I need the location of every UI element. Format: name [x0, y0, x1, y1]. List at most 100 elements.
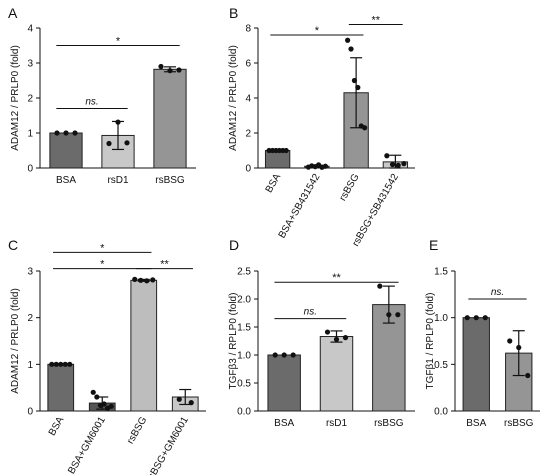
panel-letter: E	[429, 237, 438, 253]
data-point	[124, 140, 130, 146]
data-point	[362, 125, 368, 131]
bar-rsbsg	[130, 279, 158, 412]
y-axis-label: TGFβ1 / RPLP0 (fold)	[425, 293, 436, 390]
x-category-label: BSA+SB431542	[277, 172, 323, 241]
x-category-label: rsBSG+GM6001	[144, 415, 191, 475]
panel-A: A ADAM12 / PRLP0 (fold) 0 1 2 3 4 BSA rsD1 rsBSG *…	[8, 5, 196, 186]
x-category-label: BSA	[466, 418, 486, 429]
data-point	[188, 400, 194, 406]
y-tick-label: 4	[245, 94, 251, 105]
y-tick-label: 2.0	[237, 295, 251, 306]
data-point	[281, 352, 287, 358]
y-tick-label: 1	[27, 129, 33, 140]
data-point	[176, 396, 182, 402]
data-point	[167, 68, 173, 74]
y-tick-label: 0	[27, 407, 33, 418]
x-category-label: rsBSG	[125, 415, 149, 446]
y-axis-label: TGFβ3 / RPLP0 (fold)	[228, 293, 239, 390]
significance-label: **	[160, 259, 169, 271]
data-point	[395, 162, 401, 168]
x-category-label: rsBSG	[337, 172, 361, 203]
y-tick-label: 0	[27, 164, 33, 175]
data-point	[464, 315, 470, 321]
data-point	[62, 361, 68, 367]
bar-bsa	[462, 317, 490, 412]
x-category-label: rsBSG	[504, 418, 534, 429]
data-point	[507, 338, 513, 344]
x-category-label: BSA	[274, 418, 294, 429]
significance-label: **	[371, 15, 380, 27]
data-point	[158, 63, 164, 70]
data-point	[108, 403, 114, 409]
data-point	[355, 84, 361, 91]
data-point	[386, 312, 392, 318]
data-point	[322, 163, 328, 169]
y-tick-label: 0.0	[237, 407, 251, 418]
data-point	[150, 277, 156, 283]
data-point	[525, 372, 531, 379]
panel-letter: A	[8, 5, 18, 21]
panel-letter: B	[229, 5, 238, 21]
y-tick-label: 2	[245, 129, 251, 140]
data-point	[49, 361, 55, 367]
y-tick-label: 1.0	[237, 351, 251, 362]
y-tick-label: 0.0	[434, 407, 448, 418]
panel-D: D TGFβ3 / RPLP0 (fold) 0.0 0.5 1.0 1.5 2.0 2.5 B…	[228, 237, 415, 429]
data-point	[138, 277, 144, 283]
y-tick-label: 6	[245, 59, 251, 70]
data-point	[377, 283, 383, 289]
y-axis-label: ADAM12 / PRLP0 (fold)	[10, 45, 21, 151]
data-point	[53, 361, 59, 367]
data-point	[473, 315, 479, 321]
significance-label: ns.	[85, 97, 98, 108]
x-category-label: rsD1	[326, 418, 348, 429]
x-category-label: rsD1	[107, 175, 129, 186]
data-point	[283, 147, 289, 154]
panel-E: E TGFβ1 / RPLP0 (fold) 0.0 0.5 1.0 1.5 BSA rsBS…	[425, 237, 540, 429]
y-tick-label: 3	[27, 59, 33, 70]
significance-label: **	[332, 272, 341, 284]
significance-label: ns.	[491, 287, 504, 298]
x-category-label: BSA	[47, 415, 67, 438]
data-point	[101, 401, 107, 407]
significance-label: ns.	[304, 307, 317, 318]
data-point	[176, 67, 182, 73]
data-point	[348, 46, 354, 52]
data-point	[342, 335, 349, 341]
data-point	[132, 276, 138, 282]
data-point	[290, 352, 296, 358]
significance-label: *	[116, 36, 121, 48]
panel-letter: D	[229, 237, 239, 253]
data-point	[333, 336, 340, 342]
y-tick-label: 0	[245, 164, 251, 175]
y-axis-label: ADAM12 / PRLP0 (fold)	[228, 45, 239, 151]
bar-bsa	[47, 363, 75, 412]
x-category-label: BSA	[56, 175, 76, 186]
data-point	[54, 130, 60, 136]
x-category-label: BSA+GM6001	[66, 415, 108, 475]
data-point	[115, 119, 121, 125]
panel-C: C ADAM12 / PRLP0 (fold) 0 1 2 3 BSA BSA+GM6001 r…	[8, 237, 206, 475]
y-tick-label: 1.5	[237, 323, 251, 334]
y-tick-label: 1.0	[434, 313, 448, 324]
data-point	[384, 153, 390, 159]
data-point	[324, 329, 331, 335]
x-category-label: rsBSG	[374, 418, 404, 429]
panel-letter: C	[8, 237, 18, 253]
data-point	[272, 352, 278, 358]
data-point	[90, 389, 96, 395]
data-point	[345, 37, 351, 43]
bar-rsd1	[319, 336, 354, 412]
bar-bsa	[49, 132, 83, 169]
y-tick-label: 0.5	[237, 379, 251, 390]
data-point	[144, 278, 150, 284]
y-tick-label: 4	[27, 24, 33, 35]
y-tick-label: 2	[27, 313, 33, 324]
data-point	[72, 130, 78, 136]
y-tick-label: 0.5	[434, 360, 448, 371]
data-point	[401, 161, 407, 167]
data-point	[67, 361, 73, 367]
data-point	[351, 77, 358, 84]
data-point	[94, 394, 100, 400]
